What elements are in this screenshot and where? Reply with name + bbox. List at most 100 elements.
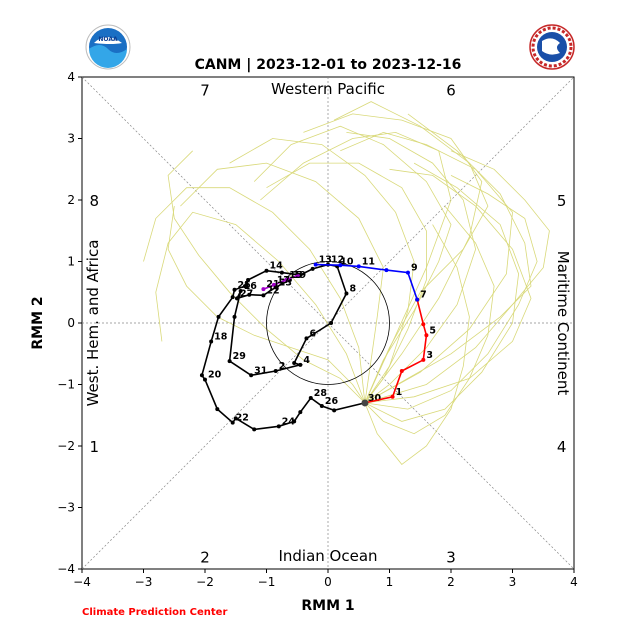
forecast-red-point: [421, 357, 426, 362]
forecast-purple-point: [261, 287, 266, 292]
observed-point: [230, 295, 235, 300]
region-label-bottom: Indian Ocean: [278, 547, 377, 565]
observed-label: 24: [282, 416, 296, 427]
observed-point: [261, 293, 266, 298]
forecast-blue-point: [405, 270, 410, 275]
observed-point: [252, 427, 257, 432]
forecast-blue-label: 13: [319, 255, 332, 266]
observed-point: [332, 408, 337, 413]
forecast-blue-line: [315, 263, 418, 300]
observed-point: [215, 407, 220, 412]
observed-label: 22: [266, 285, 279, 296]
observed-label: 6: [309, 328, 316, 339]
observed-label: 20: [208, 370, 222, 381]
chart-title: CANM | 2023-12-01 to 2023-12-16: [195, 57, 462, 73]
y-axis-label: RMM 2: [30, 296, 46, 349]
forecast-red-label: 1: [396, 387, 403, 398]
observed-label: 29: [233, 351, 246, 362]
ensemble-member-line: [180, 162, 384, 403]
ensemble-member-line: [266, 162, 427, 404]
observed-label: 28: [314, 388, 328, 399]
x-tick-label: −4: [73, 575, 91, 589]
phase-label-1: 1: [90, 438, 100, 456]
y-tick-label: 1: [67, 255, 75, 269]
observed-label: 27: [240, 288, 253, 299]
observed-label: 26: [325, 396, 339, 407]
forecast-purple-point: [284, 277, 289, 282]
ensemble-member-line: [333, 101, 489, 404]
observed-point: [276, 424, 281, 429]
y-tick-label: −1: [57, 378, 75, 392]
observed-point: [227, 359, 232, 364]
forecast-red-point: [399, 368, 404, 373]
y-tick-label: −3: [57, 501, 75, 515]
ensemble-member-line: [303, 113, 483, 404]
observed-point: [247, 292, 252, 297]
y-tick-label: −4: [57, 562, 75, 576]
forecast-purple-point: [296, 273, 301, 278]
ensemble-member-line: [229, 138, 415, 404]
ensemble-member-line: [364, 205, 495, 435]
x-axis-label: RMM 1: [301, 598, 354, 614]
ensemble-member-line: [364, 224, 470, 465]
forecast-purple-label: 21: [266, 279, 279, 290]
observed-point: [230, 420, 235, 425]
noaa-logo: NOAA: [85, 24, 131, 70]
observed-label: 16: [244, 281, 258, 292]
forecast-blue-point: [415, 297, 420, 302]
observed-label: 23: [279, 277, 292, 288]
forecast-red-point: [390, 394, 395, 399]
ensemble-member-line: [340, 131, 513, 404]
region-label-top: Western Pacific: [271, 80, 385, 98]
x-tick-label: 0: [324, 575, 332, 589]
observed-point: [292, 360, 297, 365]
svg-text:NOAA: NOAA: [98, 36, 118, 43]
observed-point: [298, 362, 303, 367]
credit-text: Climate Prediction Center: [82, 607, 227, 618]
start-marker: [361, 399, 369, 407]
phase-label-8: 8: [90, 192, 100, 210]
observed-point: [329, 321, 334, 325]
y-tick-label: 4: [67, 70, 75, 84]
x-tick-label: −2: [196, 575, 214, 589]
forecast-blue-point: [384, 268, 389, 273]
nws-logo: [529, 24, 575, 70]
forecast-blue-label: 9: [411, 263, 418, 274]
phase-label-2: 2: [200, 549, 210, 567]
ensemble-member-line: [253, 125, 452, 404]
observed-point: [238, 289, 243, 294]
observed-point: [319, 404, 324, 409]
observed-point: [249, 373, 254, 378]
observed-label: 30: [368, 393, 382, 404]
observed-label: 18: [214, 331, 228, 342]
observed-label: 4: [303, 355, 310, 366]
ensemble-member-line: [155, 211, 366, 404]
ensemble-member-line: [364, 175, 538, 410]
region-label-left: West. Hem. and Africa: [84, 240, 102, 407]
observed-label: 22: [236, 413, 249, 424]
ensemble-member-line: [167, 150, 366, 404]
x-tick-label: −1: [258, 575, 276, 589]
observed-point: [209, 339, 214, 344]
observed-label: 12: [331, 255, 344, 266]
phase-label-4: 4: [557, 438, 567, 456]
y-tick-label: 0: [67, 316, 75, 330]
observed-point: [344, 291, 349, 296]
observed-label: 10: [340, 256, 354, 267]
observed-point: [308, 396, 313, 401]
observed-point: [234, 296, 239, 301]
observed-point: [279, 270, 284, 275]
forecast-purple-label: 17: [277, 275, 290, 286]
x-tick-label: 1: [386, 575, 394, 589]
observed-label: 8: [349, 283, 356, 294]
phase-label-5: 5: [557, 192, 567, 210]
observed-label: 2: [279, 361, 286, 372]
unit-circle: [266, 261, 390, 385]
x-tick-label: 2: [447, 575, 455, 589]
observed-line: [201, 263, 366, 431]
forecast-red-label: 5: [429, 325, 436, 336]
forecast-red-point: [424, 333, 429, 338]
observed-point: [203, 377, 207, 382]
ensemble-member-line: [364, 168, 532, 404]
